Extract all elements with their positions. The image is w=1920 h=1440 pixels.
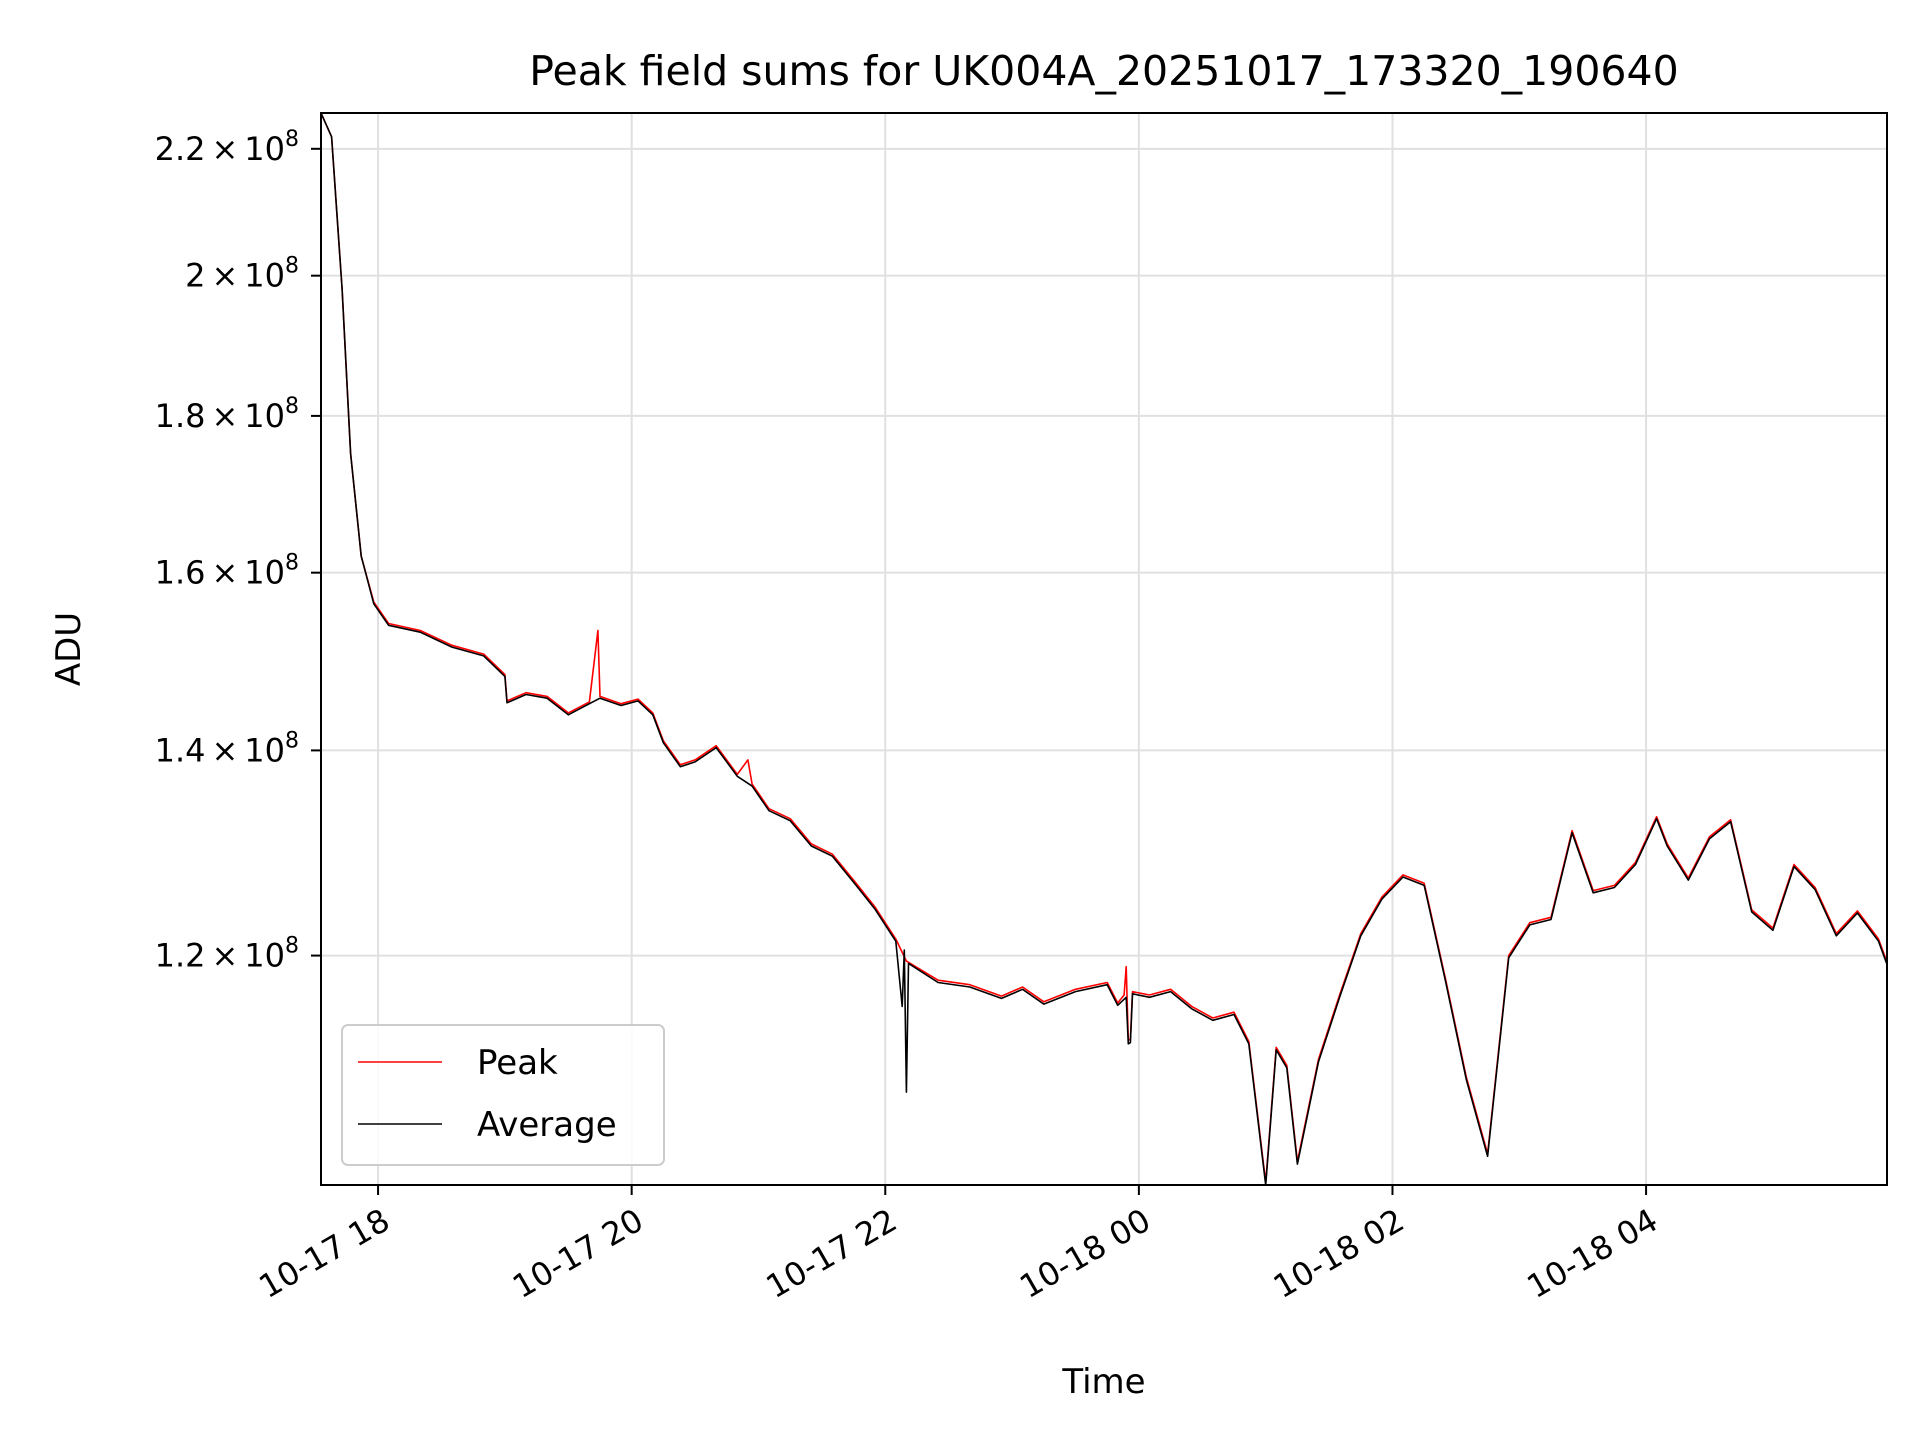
y-tick-base: 10 bbox=[244, 257, 285, 295]
y-tick-base: 10 bbox=[244, 937, 285, 975]
y-tick-mantissa: 1.8 bbox=[155, 397, 206, 435]
y-tick-exponent: 8 bbox=[285, 728, 299, 753]
chart-title: Peak field sums for UK004A_20251017_1733… bbox=[529, 47, 1678, 95]
grid-lines bbox=[321, 113, 1887, 1185]
y-tick-exponent: 8 bbox=[285, 394, 299, 419]
series-lines bbox=[321, 113, 1887, 1185]
y-tick-label: 1.4 × 108 bbox=[155, 728, 299, 769]
y-tick-mantissa: 2.2 bbox=[155, 130, 206, 168]
y-tick-label: 1.6 × 108 bbox=[155, 551, 299, 592]
series-line-average bbox=[321, 113, 1887, 1185]
y-tick-mantissa: 1.4 bbox=[155, 731, 206, 769]
y-tick-base: 10 bbox=[244, 554, 285, 592]
y-tick-times: × bbox=[211, 731, 238, 769]
y-tick-exponent: 8 bbox=[285, 934, 299, 959]
y-tick-base: 10 bbox=[244, 130, 285, 168]
y-tick-label: 1.2 × 108 bbox=[155, 934, 299, 975]
y-tick-times: × bbox=[211, 397, 238, 435]
y-tick-exponent: 8 bbox=[285, 551, 299, 576]
y-tick-mantissa: 2 bbox=[185, 257, 205, 295]
y-tick-base: 10 bbox=[244, 731, 285, 769]
y-tick-exponent: 8 bbox=[285, 127, 299, 152]
y-tick-times: × bbox=[211, 554, 238, 592]
legend-label-average: Average bbox=[477, 1105, 617, 1145]
legend: Peak Average bbox=[341, 1024, 665, 1166]
y-tick-base: 10 bbox=[244, 397, 285, 435]
y-axis-title: ADU bbox=[49, 612, 89, 686]
y-tick-label: 1.8 × 108 bbox=[155, 394, 299, 435]
legend-box bbox=[341, 1024, 665, 1166]
y-tick-exponent: 8 bbox=[285, 254, 299, 279]
x-axis-title: Time bbox=[1061, 1362, 1145, 1402]
y-tick-times: × bbox=[211, 130, 238, 168]
y-tick-mantissa: 1.2 bbox=[155, 937, 206, 975]
y-tick-times: × bbox=[211, 257, 238, 295]
y-tick-label: 2.2 × 108 bbox=[155, 127, 299, 168]
y-tick-label: 2 × 108 bbox=[185, 254, 299, 295]
legend-label-peak: Peak bbox=[477, 1043, 558, 1083]
y-tick-times: × bbox=[211, 937, 238, 975]
y-tick-mantissa: 1.6 bbox=[155, 554, 206, 592]
plot-area-frame bbox=[320, 112, 1888, 1186]
